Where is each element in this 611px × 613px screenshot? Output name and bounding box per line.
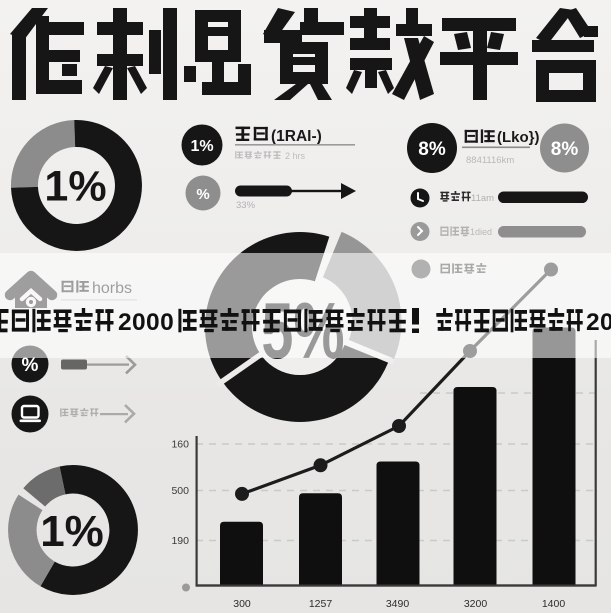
svg-text:1%: 1% xyxy=(40,507,104,556)
svg-text:2 hrs: 2 hrs xyxy=(285,151,306,161)
svg-text:33%: 33% xyxy=(236,200,256,211)
svg-text:3200: 3200 xyxy=(464,598,488,610)
svg-text:1%: 1% xyxy=(44,163,106,211)
svg-text:2000: 2000 xyxy=(586,309,611,336)
svg-text:8841116km: 8841116km xyxy=(466,155,514,166)
svg-text:(1RAI-): (1RAI-) xyxy=(271,128,322,145)
svg-text:1died: 1died xyxy=(470,227,492,237)
svg-text:11am: 11am xyxy=(471,193,494,204)
svg-text:3490: 3490 xyxy=(386,598,410,610)
svg-text:8%: 8% xyxy=(551,139,579,160)
svg-text:500: 500 xyxy=(171,485,189,497)
svg-text:1400: 1400 xyxy=(542,598,566,610)
svg-text:190: 190 xyxy=(171,535,189,547)
svg-text:%: % xyxy=(22,355,39,376)
svg-text:(Lko}): (Lko}) xyxy=(497,129,540,146)
svg-text:8%: 8% xyxy=(418,139,446,160)
svg-text:160: 160 xyxy=(171,439,189,451)
svg-text:1%: 1% xyxy=(190,138,213,155)
svg-text:2000: 2000 xyxy=(118,309,174,336)
svg-text:300: 300 xyxy=(233,598,251,610)
svg-text:%: % xyxy=(196,186,209,203)
svg-text:1257: 1257 xyxy=(309,598,333,610)
